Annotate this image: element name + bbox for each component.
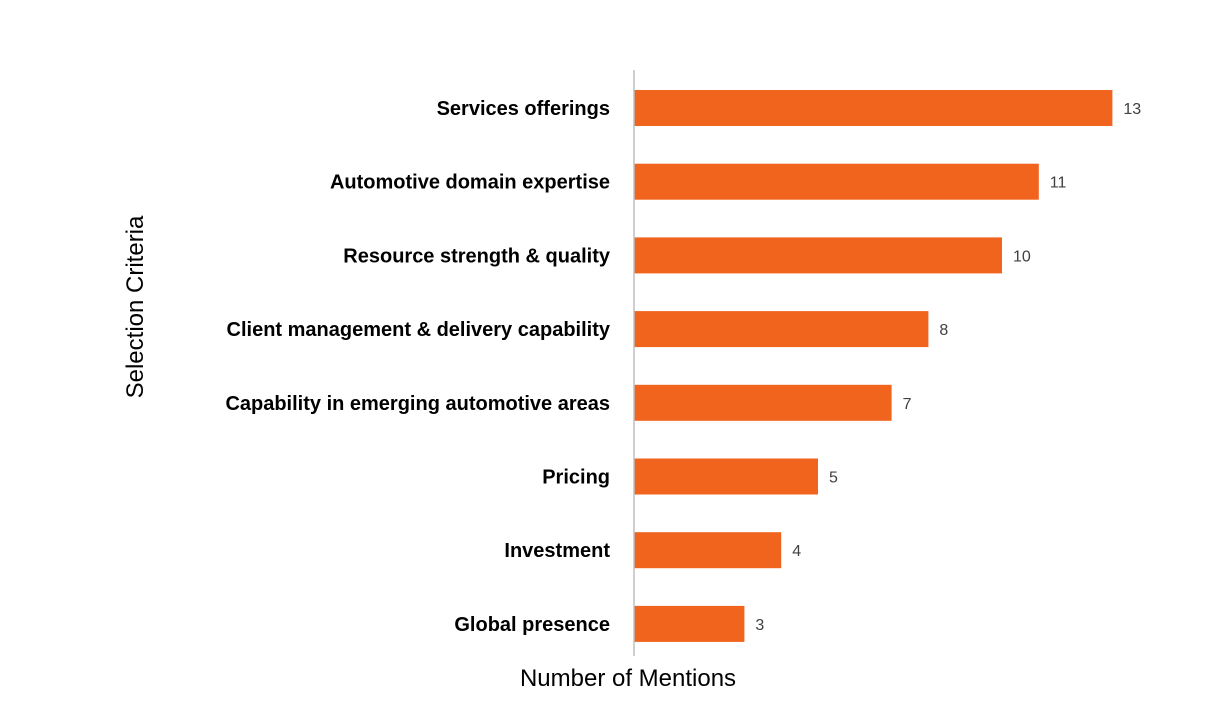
x-axis-title: Number of Mentions [520, 665, 736, 692]
value-labels: 13 11 10 8 7 5 4 3 [755, 101, 1141, 634]
category-label: Pricing [542, 467, 610, 489]
value-label: 3 [755, 617, 764, 634]
y-axis-title: Selection Criteria [122, 215, 149, 398]
bars-layer [634, 90, 1113, 642]
value-label: 8 [939, 322, 948, 339]
category-labels: Services offerings Automotive domain expe… [225, 98, 610, 636]
category-label: Global presence [454, 614, 610, 636]
bar [634, 311, 929, 348]
category-label: Automotive domain expertise [330, 172, 610, 194]
bar [634, 163, 1039, 200]
category-label: Capability in emerging automotive areas [225, 393, 610, 415]
bar [634, 237, 1002, 274]
category-label: Services offerings [437, 98, 610, 120]
category-label: Resource strength & quality [343, 245, 611, 267]
category-label: Investment [504, 540, 610, 562]
value-label: 5 [829, 470, 838, 487]
bar [634, 90, 1113, 126]
bar [634, 458, 818, 495]
value-label: 10 [1013, 248, 1031, 265]
bar [634, 605, 745, 642]
category-label: Client management & delivery capability [227, 319, 611, 341]
bar [634, 384, 892, 421]
value-label: 4 [792, 543, 801, 560]
value-label: 7 [903, 396, 912, 413]
value-label: 11 [1050, 175, 1067, 192]
bar [634, 532, 782, 569]
value-label: 13 [1123, 101, 1141, 118]
